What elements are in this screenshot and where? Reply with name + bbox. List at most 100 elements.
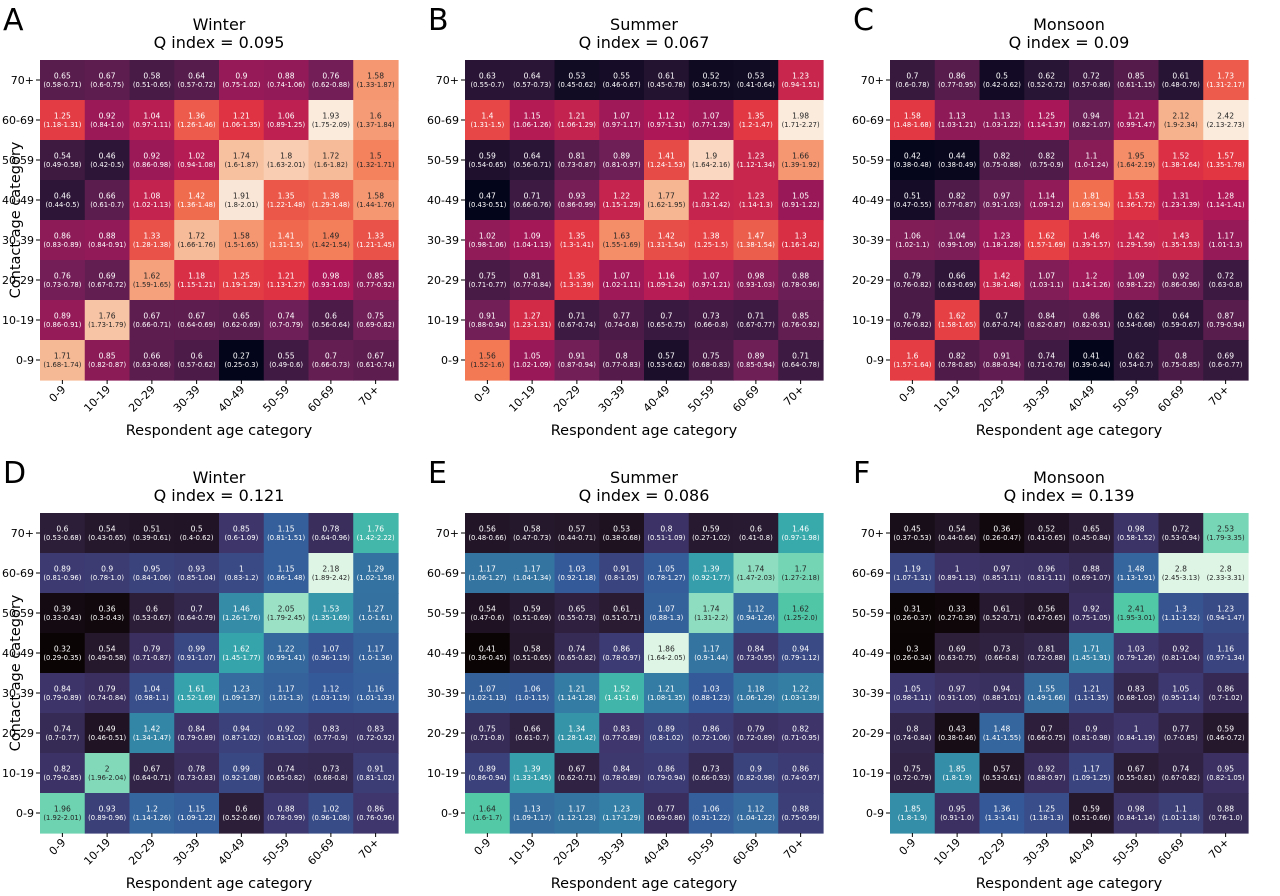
cell-ci-label: (0.62-0.69): [222, 321, 260, 329]
heatmap-cell: [40, 713, 86, 754]
cell-value-label: 0.74: [54, 725, 71, 734]
cell-ci-label: (0.79-0.89): [178, 734, 216, 742]
heatmap-cell: [644, 633, 690, 674]
cell-value-label: 0.73: [322, 765, 339, 774]
y-tick-label: 30-39: [2, 687, 34, 700]
heatmap-cell: [1024, 513, 1070, 554]
cell-ci-label: (1.11-1.52): [1162, 614, 1200, 622]
cell-ci-label: (1.64-2.19): [1117, 161, 1155, 169]
heatmap-cell: [599, 553, 645, 594]
heatmap-cell: [688, 553, 735, 594]
cell-ci-label: (1.09-1.24): [647, 281, 685, 289]
heatmap-cell: [1069, 553, 1115, 594]
heatmap-cell: [263, 180, 310, 221]
cell-ci-label: (0.74-0.84): [893, 734, 931, 742]
cell-value-label: 1.35: [568, 232, 585, 241]
cell-value-label: 1.18: [188, 272, 205, 281]
cell-value-label: 0.31: [904, 605, 921, 614]
heatmap-cell: [40, 753, 86, 794]
heatmap-cell: [778, 553, 824, 594]
heatmap-cell: [934, 300, 981, 341]
cell-value-label: 1.04: [143, 685, 160, 694]
heatmap-cell: [778, 220, 824, 261]
cell-value-label: 0.67: [99, 72, 116, 81]
y-axis-label: Contact age category: [8, 141, 24, 298]
cell-ci-label: (1.02-1.1): [896, 241, 930, 249]
heatmap-cell: [1203, 100, 1249, 141]
heatmap-cell: [1158, 300, 1204, 341]
cell-ci-label: (0.68-1.03): [1117, 694, 1155, 702]
heatmap-cell: [599, 260, 645, 301]
heatmap-cell: [554, 340, 600, 381]
heatmap-cell: [353, 593, 399, 634]
cell-value-label: 1.41: [278, 232, 295, 241]
heatmap-cell: [599, 713, 645, 754]
heatmap-cell: [934, 633, 981, 674]
cell-ci-label: (0.65-0.82): [267, 774, 305, 782]
heatmap-cell: [40, 300, 86, 341]
heatmap-cell: [733, 793, 779, 834]
cell-value-label: 0.98: [747, 272, 764, 281]
cell-ci-label: (0.67-0.74): [558, 321, 596, 329]
heatmap-cell: [890, 513, 936, 554]
heatmap-cell: [40, 100, 86, 141]
cell-value-label: 0.77: [1172, 725, 1189, 734]
cell-value-label: 1.71: [1083, 645, 1100, 654]
cell-value-label: 0.98: [322, 272, 339, 281]
cell-ci-label: (0.53-0.67): [133, 614, 171, 622]
cell-ci-label: (1.15-1.21): [178, 281, 216, 289]
cell-ci-label: (0.51-0.65): [513, 654, 551, 662]
cell-ci-label: (0.98-1.22): [1117, 281, 1155, 289]
cell-value-label: 1.9: [705, 152, 717, 161]
cell-ci-label: (0.84-0.91): [88, 241, 126, 249]
y-tick-label: 20-29: [852, 727, 884, 740]
cell-value-label: 0.86: [658, 765, 675, 774]
cell-ci-label: (0.92-1.08): [222, 774, 260, 782]
cell-ci-label: (0.84-1.06): [133, 574, 171, 582]
y-tick-label: 70+: [436, 527, 459, 540]
cell-ci-label: (1.38-1.48): [983, 281, 1021, 289]
cell-ci-label: (1.92-2.01): [43, 814, 81, 822]
heatmap-cell: [1113, 220, 1160, 261]
cell-value-label: 1.48: [1128, 565, 1145, 574]
cell-ci-label: (1.55-1.69): [603, 241, 641, 249]
cell-ci-label: (0.29-0.35): [43, 654, 81, 662]
heatmap-cell: [554, 673, 600, 714]
heatmap-cell: [934, 180, 981, 221]
heatmap-cell: [263, 260, 310, 301]
x-tick-label: 70+: [356, 383, 382, 409]
cell-ci-label: (0.61-1.15): [1117, 81, 1155, 89]
cell-ci-label: (0.43-0.65): [88, 534, 126, 542]
cell-value-label: 1.14: [1038, 192, 1055, 201]
heatmap-cell: [129, 753, 175, 794]
heatmap-cell: [219, 220, 265, 261]
heatmap-cell: [129, 180, 175, 221]
cell-value-label: 0.79: [99, 685, 116, 694]
cell-value-label: 1.42: [188, 192, 205, 201]
x-tick-label: 40-49: [216, 383, 248, 415]
cell-value-label: 0.88: [278, 805, 295, 814]
heatmap-cell: [353, 100, 399, 141]
heatmap-cell: [84, 180, 131, 221]
cell-ci-label: (0.49-0.58): [43, 161, 81, 169]
heatmap-cell: [1069, 300, 1115, 341]
cell-value-label: 0.53: [568, 72, 585, 81]
cell-ci-label: (0.94-1.08): [178, 161, 216, 169]
y-tick-label: 40-49: [427, 647, 459, 660]
cell-ci-label: (1.03-1.19): [312, 694, 350, 702]
heatmap-cell: [1203, 673, 1249, 714]
heatmap-cell: [174, 553, 220, 594]
cell-value-label: 0.71: [792, 352, 809, 361]
heatmap-cell: [129, 553, 175, 594]
cell-value-label: 0.51: [143, 525, 160, 534]
heatmap-cell: [934, 100, 981, 141]
heatmap-cell: [1024, 260, 1070, 301]
cell-ci-label: (0.66-0.71): [133, 321, 171, 329]
heatmap-cell: [890, 260, 936, 301]
cell-ci-label: (0.98-1.06): [468, 241, 506, 249]
x-tick-label: 60-69: [1155, 836, 1187, 868]
cell-value-label: 1.4: [481, 112, 493, 121]
cell-value-label: 1.07: [322, 645, 339, 654]
x-tick-label: 50-59: [260, 836, 292, 868]
x-tick-label: 50-59: [1110, 383, 1142, 415]
